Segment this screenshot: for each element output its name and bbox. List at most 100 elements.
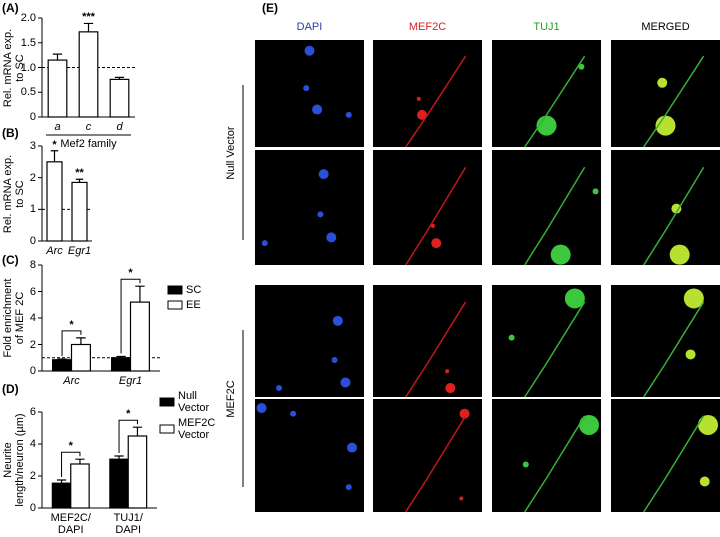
cell bbox=[459, 408, 470, 419]
cell bbox=[290, 410, 297, 417]
y-tick-label: 0 bbox=[29, 235, 36, 247]
y-tick-label: 1 bbox=[29, 203, 36, 216]
cell bbox=[564, 288, 585, 309]
significance-label: * bbox=[69, 318, 74, 331]
error-bar bbox=[132, 426, 143, 436]
cell bbox=[445, 369, 450, 374]
significance-label: ** bbox=[75, 167, 84, 180]
cell bbox=[275, 385, 282, 392]
neurite bbox=[405, 166, 467, 266]
error-bar bbox=[56, 479, 67, 484]
column-header: TUJ1 bbox=[533, 21, 560, 33]
cell bbox=[303, 85, 310, 92]
error-bar bbox=[114, 455, 124, 460]
cell bbox=[256, 403, 267, 414]
x-tick-label: Arc bbox=[63, 375, 80, 387]
bar bbox=[52, 359, 73, 372]
column-header: MEF2C bbox=[408, 21, 447, 33]
cell bbox=[445, 383, 456, 394]
cell bbox=[671, 203, 682, 214]
cell bbox=[508, 334, 515, 341]
bar bbox=[111, 357, 132, 372]
panel-label: (C) bbox=[2, 253, 19, 267]
significance-label: * bbox=[52, 138, 57, 151]
significance-bracket bbox=[61, 330, 82, 357]
neurite bbox=[405, 301, 467, 398]
legend-label: SC bbox=[186, 284, 202, 296]
cell bbox=[332, 315, 343, 326]
cell bbox=[536, 115, 557, 136]
cell bbox=[312, 104, 323, 115]
error-bar bbox=[75, 458, 85, 464]
bar bbox=[47, 59, 68, 118]
significance-label: * bbox=[128, 267, 133, 280]
cell bbox=[430, 223, 435, 228]
cell bbox=[261, 240, 268, 247]
y-tick-label: 0 bbox=[29, 365, 36, 377]
cell bbox=[685, 349, 696, 360]
neurite bbox=[524, 166, 586, 266]
significance-bracket bbox=[118, 419, 138, 453]
y-tick-label: 6 bbox=[29, 285, 36, 298]
cell bbox=[657, 77, 668, 88]
bar bbox=[71, 181, 88, 242]
y-axis-label: Rel. mRNA exp. to SC bbox=[2, 154, 26, 233]
legend-swatch bbox=[159, 424, 175, 434]
neurite bbox=[643, 166, 705, 266]
column-header: MERGED bbox=[641, 21, 690, 33]
y-tick-label: 2.0 bbox=[20, 12, 36, 24]
x-tick-label: TUJ1/ DAPI bbox=[113, 512, 143, 536]
cell bbox=[579, 414, 600, 435]
cell bbox=[326, 232, 337, 243]
cell bbox=[345, 484, 352, 491]
cell bbox=[699, 476, 710, 487]
y-tick-label: 3 bbox=[29, 140, 36, 152]
y-tick-label: 4 bbox=[29, 312, 36, 324]
x-tick-label: c bbox=[85, 121, 92, 133]
significance-label: * bbox=[68, 440, 73, 453]
cell bbox=[578, 63, 585, 70]
cell bbox=[431, 238, 442, 249]
neurite bbox=[643, 301, 705, 398]
panel-label: (D) bbox=[2, 382, 19, 396]
cell bbox=[522, 461, 529, 468]
panel-label: (B) bbox=[2, 126, 19, 140]
bar bbox=[70, 463, 90, 509]
cell bbox=[318, 169, 329, 180]
error-bar bbox=[57, 358, 67, 360]
cell bbox=[592, 188, 599, 195]
x-tick-label: Egr1 bbox=[118, 375, 143, 387]
neurite bbox=[524, 55, 586, 148]
significance-bracket bbox=[120, 278, 141, 354]
y-tick-label: 0 bbox=[29, 502, 36, 514]
y-tick-label: 2 bbox=[29, 171, 36, 184]
column-header: DAPI bbox=[296, 21, 323, 33]
micrograph bbox=[255, 150, 364, 265]
bar bbox=[70, 343, 91, 372]
error-bar bbox=[50, 150, 59, 162]
error-bar bbox=[75, 178, 84, 183]
cell bbox=[655, 115, 676, 136]
error-bar bbox=[135, 285, 145, 303]
cell bbox=[669, 244, 690, 265]
y-tick-label: 4 bbox=[29, 438, 36, 450]
panel-label: (E) bbox=[262, 1, 278, 15]
bar bbox=[78, 31, 99, 118]
cell bbox=[347, 442, 358, 453]
neurite bbox=[524, 301, 586, 398]
bar bbox=[109, 458, 129, 509]
panel-label: (A) bbox=[2, 1, 19, 15]
neurite bbox=[405, 415, 467, 513]
group-label: MEF2C bbox=[225, 379, 237, 418]
y-tick-label: 1.0 bbox=[20, 61, 36, 74]
bar bbox=[127, 435, 148, 509]
x-tick-label: Egr1 bbox=[67, 245, 92, 257]
bar bbox=[129, 301, 150, 372]
cell bbox=[304, 45, 315, 56]
cell bbox=[417, 109, 428, 120]
y-tick-label: 0 bbox=[29, 111, 36, 123]
micrograph bbox=[255, 399, 364, 512]
cell bbox=[416, 96, 421, 101]
